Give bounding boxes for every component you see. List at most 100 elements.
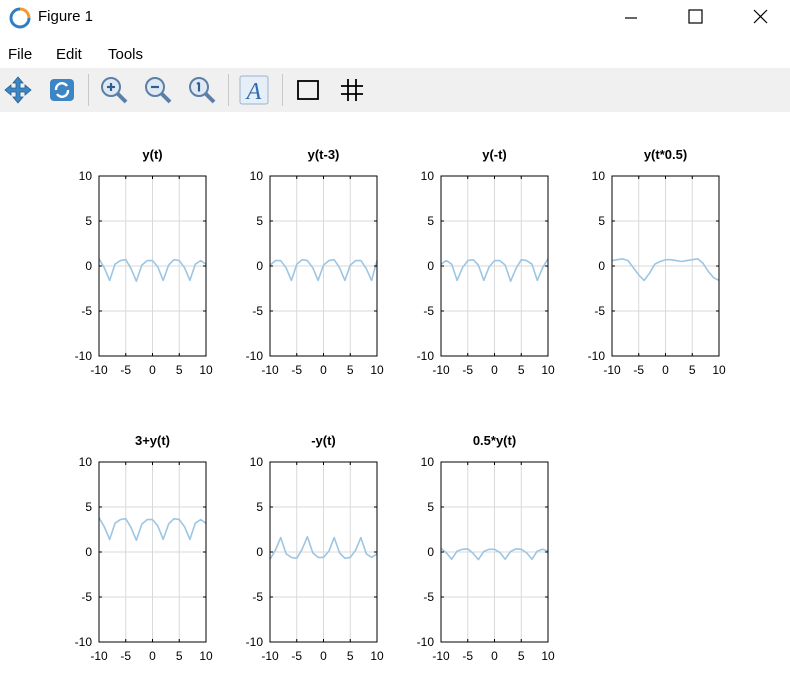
- chart-title: 0.5*y(t): [473, 433, 516, 448]
- series-line: [269, 258, 378, 282]
- x-tick-label: 10: [199, 363, 213, 377]
- y-tick-label: 10: [250, 169, 264, 183]
- y-tick-label: 10: [421, 169, 435, 183]
- y-tick-label: -10: [75, 349, 93, 363]
- maximize-icon[interactable]: [672, 0, 718, 34]
- title-bar: Figure 1: [0, 0, 790, 36]
- subplot: -10 -5 0 5 10 10 5 0 -5 -10 y(t-3): [246, 147, 384, 377]
- y-tick-label: -5: [423, 304, 434, 318]
- series-line: [440, 258, 549, 283]
- x-tick-label: -5: [291, 363, 302, 377]
- toolbar-separator: [228, 74, 229, 106]
- chart-title: y(t*0.5): [644, 147, 687, 162]
- x-tick-label: 0: [149, 363, 156, 377]
- y-tick-label: -10: [246, 349, 264, 363]
- series-line: [98, 258, 207, 283]
- x-tick-label: -10: [603, 363, 621, 377]
- x-tick-label: 5: [689, 363, 696, 377]
- y-tick-label: -5: [252, 304, 263, 318]
- x-tick-label: 5: [518, 363, 525, 377]
- x-tick-label: -5: [291, 649, 302, 663]
- x-tick-label: 0: [320, 363, 327, 377]
- y-tick-label: 5: [598, 214, 605, 228]
- toolbar-separator: [282, 74, 283, 106]
- window-title: Figure 1: [38, 8, 94, 25]
- zoom-in-icon[interactable]: [98, 74, 130, 106]
- y-tick-label: 5: [427, 500, 434, 514]
- x-tick-label: 5: [176, 363, 183, 377]
- rotate-icon[interactable]: [46, 74, 78, 106]
- x-tick-label: 0: [662, 363, 669, 377]
- menu-file[interactable]: File: [8, 46, 33, 63]
- y-tick-label: 5: [427, 214, 434, 228]
- x-tick-label: 0: [320, 649, 327, 663]
- grid-toggle-icon[interactable]: [336, 74, 368, 106]
- x-tick-label: 10: [199, 649, 213, 663]
- chart-title: y(t-3): [308, 147, 340, 162]
- x-tick-label: 10: [712, 363, 726, 377]
- zoom-out-icon[interactable]: [142, 74, 174, 106]
- x-tick-label: 5: [518, 649, 525, 663]
- toolbar: A: [0, 68, 790, 112]
- y-tick-label: 10: [79, 455, 93, 469]
- x-tick-label: 5: [176, 649, 183, 663]
- text-tool-icon[interactable]: A: [238, 74, 270, 106]
- y-tick-label: 0: [256, 259, 263, 273]
- minimize-icon[interactable]: [608, 0, 654, 34]
- x-tick-label: 10: [370, 649, 384, 663]
- series-line: [269, 535, 378, 560]
- y-tick-label: 0: [85, 545, 92, 559]
- y-tick-label: 0: [598, 259, 605, 273]
- x-tick-label: 10: [370, 363, 384, 377]
- menu-edit[interactable]: Edit: [56, 46, 82, 63]
- x-tick-label: -5: [633, 363, 644, 377]
- series-line: [611, 258, 720, 282]
- x-tick-label: -10: [261, 649, 279, 663]
- zoom-reset-icon[interactable]: [186, 74, 218, 106]
- text-tool-glyph: A: [245, 79, 262, 105]
- box-toggle-icon[interactable]: [292, 74, 324, 106]
- pan-icon[interactable]: [2, 74, 34, 106]
- x-tick-label: -10: [432, 363, 450, 377]
- y-tick-label: 10: [250, 455, 264, 469]
- y-tick-label: -10: [417, 635, 435, 649]
- x-tick-label: -5: [462, 649, 473, 663]
- x-tick-label: -10: [90, 649, 108, 663]
- y-tick-label: -10: [588, 349, 606, 363]
- x-tick-label: -10: [432, 649, 450, 663]
- subplot: -10 -5 0 5 10 10 5 0 -5 -10 0.5*y(t): [417, 433, 555, 663]
- y-tick-label: 10: [421, 455, 435, 469]
- close-icon[interactable]: [738, 0, 784, 34]
- y-tick-label: -10: [246, 635, 264, 649]
- x-tick-label: 5: [347, 649, 354, 663]
- x-tick-label: 5: [347, 363, 354, 377]
- series-line: [440, 547, 549, 561]
- chart-title: y(-t): [482, 147, 507, 162]
- y-tick-label: -5: [594, 304, 605, 318]
- subplot: -10 -5 0 5 10 10 5 0 -5 -10 3+y(t): [75, 433, 213, 663]
- toolbar-separator: [88, 74, 89, 106]
- y-tick-label: 5: [85, 214, 92, 228]
- y-tick-label: 0: [427, 259, 434, 273]
- y-tick-label: -5: [81, 304, 92, 318]
- x-tick-label: -5: [120, 363, 131, 377]
- menu-tools[interactable]: Tools: [108, 46, 144, 63]
- y-tick-label: 10: [592, 169, 606, 183]
- y-tick-label: 5: [256, 500, 263, 514]
- y-tick-label: 5: [256, 214, 263, 228]
- x-tick-label: 0: [149, 649, 156, 663]
- subplot: -10 -5 0 5 10 10 5 0 -5 -10 y(-t): [417, 147, 555, 377]
- chart-title: 3+y(t): [135, 433, 170, 448]
- x-tick-label: -5: [120, 649, 131, 663]
- x-tick-label: 10: [541, 649, 555, 663]
- x-tick-label: -10: [90, 363, 108, 377]
- chart-title: -y(t): [311, 433, 336, 448]
- y-tick-label: -10: [417, 349, 435, 363]
- y-tick-label: -5: [252, 590, 263, 604]
- subplot: -10 -5 0 5 10 10 5 0 -5 -10 y(t): [75, 147, 213, 377]
- subplot: -10 -5 0 5 10 10 5 0 -5 -10 -y(t): [246, 433, 384, 663]
- y-tick-label: 0: [85, 259, 92, 273]
- x-tick-label: 0: [491, 363, 498, 377]
- x-tick-label: 0: [491, 649, 498, 663]
